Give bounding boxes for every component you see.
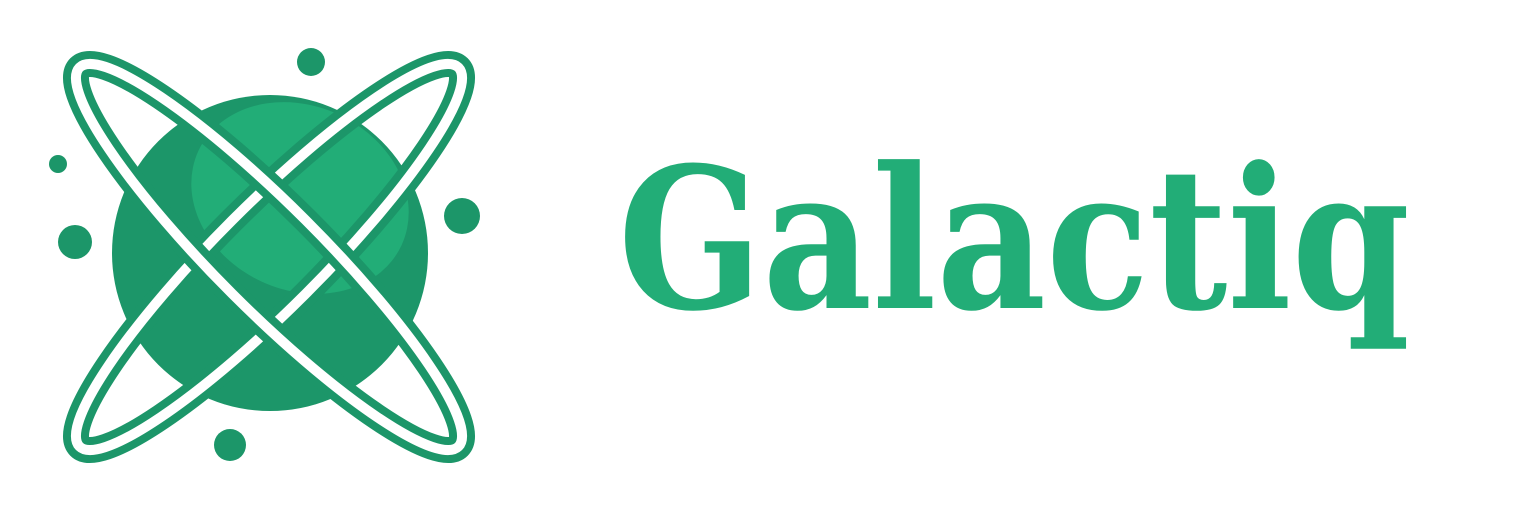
moon [297,48,325,76]
logo-name: Galactiq [618,125,1410,355]
logo-icon [49,48,480,464]
moon [444,198,480,234]
moon [58,225,92,259]
orbit-inner [70,58,468,456]
moon [214,429,246,461]
orbit-inner [70,58,468,456]
moon [49,155,67,173]
